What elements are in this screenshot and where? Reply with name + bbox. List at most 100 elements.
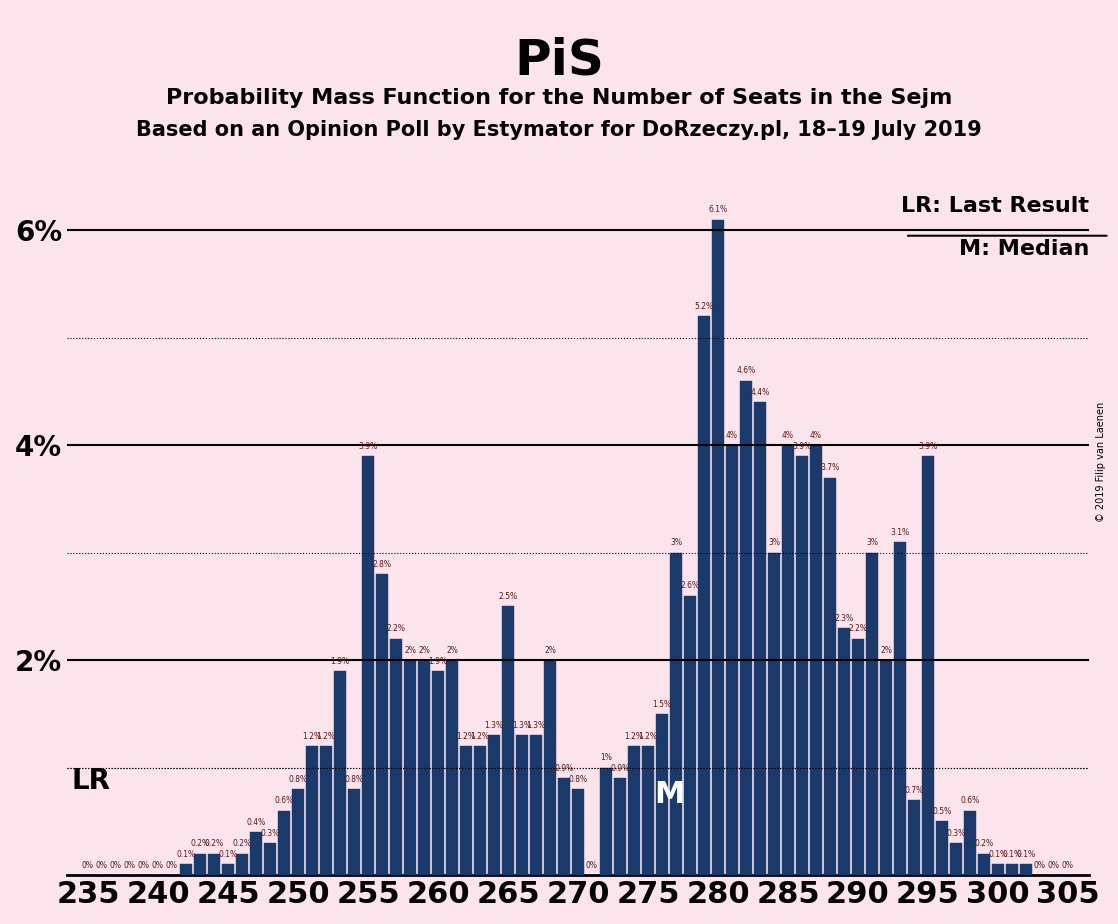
Text: 0.8%: 0.8% [344,775,363,784]
Text: 1.3%: 1.3% [484,721,503,730]
Text: 0%: 0% [1062,861,1074,869]
Bar [502,606,513,875]
Text: 4.4%: 4.4% [750,388,769,397]
Bar [909,800,920,875]
Text: 4%: 4% [781,431,794,440]
Text: 3%: 3% [866,539,878,547]
Bar [937,821,948,875]
Bar [1021,864,1032,875]
Text: 5.2%: 5.2% [694,302,713,311]
Text: M: Median: M: Median [958,239,1089,260]
Bar [922,456,934,875]
Bar [306,747,318,875]
Text: 2%: 2% [418,646,430,655]
Text: 0%: 0% [82,861,94,869]
Text: 3.7%: 3.7% [821,463,840,472]
Text: 0.6%: 0.6% [274,796,294,806]
Bar [195,854,206,875]
Text: 3%: 3% [768,539,780,547]
Text: 1.3%: 1.3% [527,721,546,730]
Bar [628,747,639,875]
Text: 1.2%: 1.2% [303,732,322,741]
Bar [474,747,485,875]
Text: 2.6%: 2.6% [681,581,700,590]
Bar [572,789,584,875]
Bar [293,789,304,875]
Bar [461,747,472,875]
Text: 0.4%: 0.4% [246,818,266,827]
Text: Probability Mass Function for the Number of Seats in the Sejm: Probability Mass Function for the Number… [165,88,953,108]
Text: 0%: 0% [96,861,108,869]
Bar [811,445,822,875]
Bar [418,661,429,875]
Bar [544,661,556,875]
Bar [783,445,794,875]
Bar [838,628,850,875]
Text: 0.3%: 0.3% [946,829,966,837]
Text: 3%: 3% [670,539,682,547]
Bar [1006,864,1017,875]
Text: 3.1%: 3.1% [890,528,910,537]
Bar [796,456,807,875]
Text: 0%: 0% [124,861,136,869]
Bar [684,596,695,875]
Text: 0.3%: 0.3% [260,829,280,837]
Text: LR: Last Result: LR: Last Result [901,196,1089,215]
Text: 0%: 0% [1034,861,1046,869]
Text: 0.8%: 0.8% [288,775,307,784]
Text: 4%: 4% [726,431,738,440]
Text: 3.9%: 3.9% [359,442,378,451]
Bar [600,768,612,875]
Text: 3.9%: 3.9% [918,442,938,451]
Bar [334,671,345,875]
Bar [489,736,500,875]
Text: 1.2%: 1.2% [316,732,335,741]
Bar [390,638,401,875]
Text: 1.3%: 1.3% [512,721,531,730]
Text: 1.9%: 1.9% [428,657,447,665]
Text: 3.9%: 3.9% [793,442,812,451]
Bar [894,542,906,875]
Bar [530,736,541,875]
Bar [250,833,262,875]
Bar [278,810,290,875]
Bar [824,478,835,875]
Text: 6.1%: 6.1% [709,205,728,214]
Text: 0.1%: 0.1% [988,850,1007,859]
Bar [405,661,416,875]
Bar [222,864,234,875]
Text: 0%: 0% [1048,861,1060,869]
Text: 0%: 0% [110,861,122,869]
Bar [362,456,373,875]
Text: 2%: 2% [544,646,556,655]
Bar [727,445,738,875]
Text: 2.3%: 2.3% [834,614,853,623]
Text: LR: LR [72,767,111,795]
Text: 2%: 2% [880,646,892,655]
Text: 2%: 2% [446,646,458,655]
Bar [852,638,863,875]
Bar [699,316,710,875]
Text: PiS: PiS [514,37,604,85]
Text: 0.7%: 0.7% [904,785,923,795]
Bar [377,574,388,875]
Bar [558,778,569,875]
Bar [950,843,961,875]
Bar [740,381,751,875]
Bar [349,789,360,875]
Text: 4.6%: 4.6% [737,367,756,375]
Text: 2%: 2% [404,646,416,655]
Text: 0%: 0% [586,861,598,869]
Text: 0%: 0% [152,861,164,869]
Bar [978,854,989,875]
Bar [236,854,247,875]
Bar [615,778,626,875]
Text: 2.2%: 2.2% [849,625,868,633]
Bar [866,553,878,875]
Bar [671,553,682,875]
Bar [755,402,766,875]
Text: 0.8%: 0.8% [568,775,588,784]
Text: 0.6%: 0.6% [960,796,979,806]
Text: 1%: 1% [600,753,612,762]
Bar [446,661,457,875]
